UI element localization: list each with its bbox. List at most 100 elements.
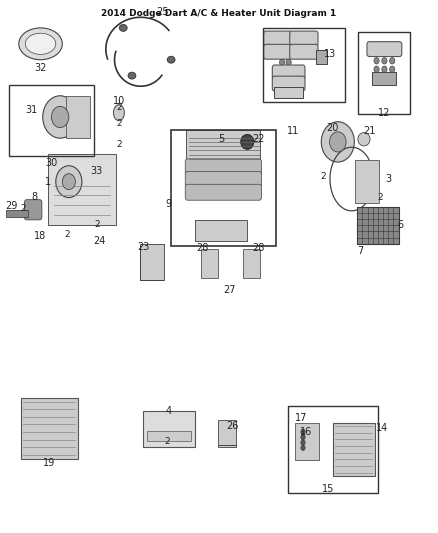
Text: 12: 12: [378, 108, 391, 118]
Ellipse shape: [374, 66, 379, 72]
Bar: [262, 28, 345, 102]
Ellipse shape: [128, 72, 136, 79]
Bar: [218, 420, 236, 447]
Text: 24: 24: [93, 236, 106, 246]
FancyBboxPatch shape: [25, 200, 42, 220]
Text: 19: 19: [43, 458, 55, 467]
Text: 8: 8: [31, 191, 37, 201]
Text: 23: 23: [138, 243, 150, 253]
FancyBboxPatch shape: [290, 31, 318, 46]
Bar: [275, 87, 303, 99]
Bar: [147, 431, 191, 441]
Bar: [372, 72, 396, 85]
Text: 17: 17: [295, 413, 307, 423]
Text: 6: 6: [398, 220, 404, 230]
Text: 2: 2: [116, 140, 122, 149]
Text: 2: 2: [377, 193, 383, 202]
Ellipse shape: [374, 58, 379, 64]
Circle shape: [43, 96, 78, 138]
Ellipse shape: [301, 429, 305, 434]
Bar: [195, 220, 247, 241]
Ellipse shape: [301, 440, 305, 445]
Bar: [186, 130, 260, 161]
Text: 21: 21: [363, 126, 375, 136]
Text: 22: 22: [252, 134, 265, 144]
Ellipse shape: [286, 59, 291, 66]
Text: 2: 2: [116, 103, 122, 112]
Text: 31: 31: [26, 105, 38, 115]
Bar: [21, 398, 78, 459]
Circle shape: [329, 132, 346, 152]
Bar: [48, 154, 116, 225]
FancyBboxPatch shape: [264, 44, 292, 59]
Ellipse shape: [358, 133, 370, 146]
Bar: [201, 249, 218, 278]
Text: 27: 27: [224, 285, 236, 295]
FancyBboxPatch shape: [367, 42, 402, 56]
Ellipse shape: [390, 58, 395, 64]
Text: 2: 2: [64, 230, 70, 239]
Bar: [66, 96, 89, 138]
Text: 14: 14: [376, 423, 389, 433]
Ellipse shape: [279, 59, 285, 66]
Text: 28: 28: [196, 244, 208, 254]
Ellipse shape: [382, 58, 387, 64]
Ellipse shape: [113, 105, 124, 120]
Text: 2: 2: [116, 119, 122, 128]
Bar: [355, 160, 379, 203]
FancyBboxPatch shape: [185, 172, 261, 188]
Ellipse shape: [167, 56, 175, 63]
Ellipse shape: [119, 25, 127, 31]
Ellipse shape: [301, 434, 305, 440]
Bar: [171, 130, 276, 246]
Ellipse shape: [19, 28, 62, 60]
Text: 32: 32: [34, 63, 47, 72]
FancyBboxPatch shape: [185, 159, 261, 175]
FancyBboxPatch shape: [185, 184, 261, 200]
Circle shape: [51, 107, 69, 127]
Text: 18: 18: [34, 231, 46, 241]
Circle shape: [321, 122, 354, 162]
Text: 2014 Dodge Dart A/C & Heater Unit Diagram 1: 2014 Dodge Dart A/C & Heater Unit Diagra…: [101, 10, 337, 18]
Text: 2: 2: [94, 220, 100, 229]
Text: 5: 5: [218, 134, 224, 144]
Ellipse shape: [382, 66, 387, 72]
FancyBboxPatch shape: [272, 76, 305, 91]
Text: 16: 16: [300, 427, 312, 437]
Bar: [288, 406, 378, 493]
Text: 9: 9: [166, 199, 172, 209]
Text: 3: 3: [386, 174, 392, 184]
Text: 26: 26: [226, 421, 238, 431]
Text: 33: 33: [90, 166, 102, 176]
Text: 30: 30: [45, 158, 57, 168]
Text: 29: 29: [5, 201, 17, 211]
Bar: [9, 85, 94, 157]
Bar: [333, 423, 374, 476]
Text: 2: 2: [321, 172, 326, 181]
Bar: [140, 244, 163, 280]
Bar: [143, 411, 195, 447]
Text: 7: 7: [357, 246, 364, 256]
Text: 10: 10: [113, 96, 125, 106]
Ellipse shape: [390, 66, 395, 72]
Bar: [358, 32, 410, 114]
Text: 13: 13: [324, 50, 336, 59]
Text: 11: 11: [287, 126, 299, 136]
Ellipse shape: [301, 445, 305, 450]
Text: 2: 2: [20, 204, 26, 213]
FancyBboxPatch shape: [264, 31, 292, 46]
Text: 20: 20: [326, 123, 338, 133]
FancyBboxPatch shape: [272, 65, 305, 80]
Ellipse shape: [25, 33, 56, 54]
Bar: [6, 211, 28, 216]
Text: 4: 4: [166, 406, 172, 416]
Bar: [295, 423, 319, 460]
Text: 1: 1: [45, 176, 51, 187]
Text: 28: 28: [252, 244, 265, 254]
Circle shape: [62, 174, 75, 190]
Text: 15: 15: [321, 484, 334, 494]
Bar: [357, 207, 399, 244]
Bar: [316, 51, 327, 63]
Ellipse shape: [241, 134, 254, 149]
Circle shape: [56, 166, 82, 198]
